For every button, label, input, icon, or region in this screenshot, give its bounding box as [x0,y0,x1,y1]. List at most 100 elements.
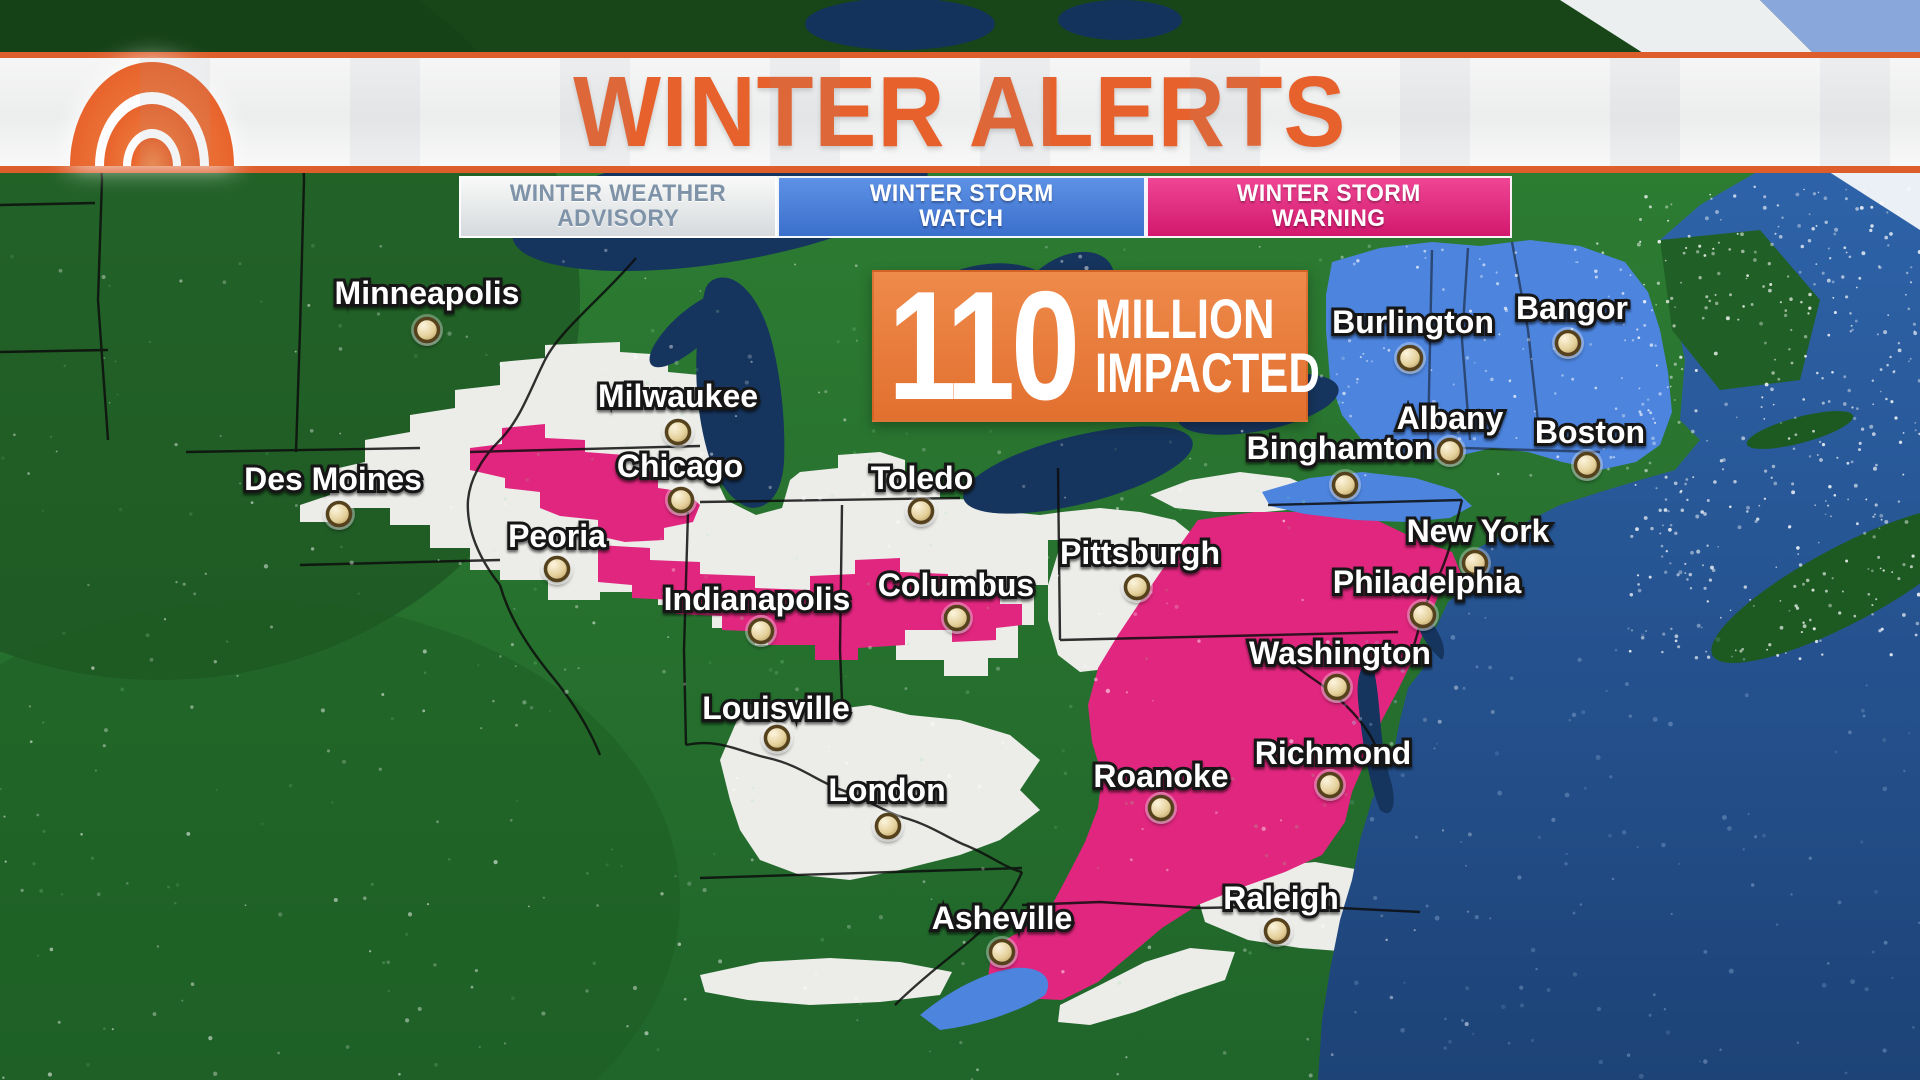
legend-label: ADVISORY [556,205,680,232]
city-label: Raleigh [1223,880,1339,916]
city-dot [1409,601,1437,629]
city-toledo: Toledo [868,457,976,527]
city-dot [325,500,353,528]
advisory-region-kentucky [720,700,1040,880]
chesapeake-bay [1357,661,1394,814]
watch-region-new-england [1326,240,1672,470]
city-pittsburgh: Pittsburgh [1057,532,1223,603]
city-dot [1573,451,1601,479]
city-dot [1323,673,1351,701]
city-dot [943,604,971,632]
city-dot [1147,794,1175,822]
city-dot [907,497,935,525]
city-indianapolis: Indianapolis [661,578,853,647]
advisory-region-nc-mountains [1058,948,1235,1025]
impact-word: MILLION [1095,286,1275,350]
city-label: Minneapolis [335,275,520,311]
city-dot [988,938,1016,966]
city-burlington: Burlington [1329,301,1497,374]
city-label: Washington [1249,635,1431,671]
advisory-region-tennessee [700,958,952,1005]
header-banner: WINTER ALERTS [0,52,1920,173]
city-label: Albany [1397,400,1504,436]
city-dot [1396,344,1424,372]
city-des-moines: Des Moines [241,458,425,530]
legend-warning: WINTER STORM WARNING [1146,176,1512,238]
city-label: Chicago [617,448,743,484]
city-label: Burlington [1332,304,1494,340]
city-bangor: Bangor [1513,287,1631,359]
city-label: London [828,772,945,808]
city-label: Indianapolis [664,581,851,617]
city-label: Boston [1535,414,1645,450]
legend-advisory: WINTER WEATHER ADVISORY [459,176,777,238]
lake-erie [963,426,1193,514]
city-dot [1436,437,1464,465]
legend-label: WARNING [1272,205,1386,232]
city-asheville: Asheville [929,897,1075,968]
city-label: Asheville [932,900,1073,936]
city-label: Pittsburgh [1060,535,1220,571]
city-louisville: Louisville [699,687,853,754]
city-dot [1316,771,1344,799]
city-label: Milwaukee [598,378,758,414]
city-dot [664,418,692,446]
city-milwaukee: Milwaukee [595,375,761,448]
city-roanoke: Roanoke [1090,755,1232,824]
legend-watch: WINTER STORM WATCH [777,176,1146,238]
legend-label: WATCH [919,205,1004,232]
city-label: Richmond [1255,735,1411,771]
alert-legend: WINTER WEATHER ADVISORY WINTER STORM WAT… [459,176,1512,238]
impact-number: 110 [888,259,1080,433]
city-label: Roanoke [1093,758,1228,794]
atlantic-ocean [1318,170,1920,1080]
city-richmond: Richmond [1252,732,1414,801]
city-new-york: New York [1404,510,1553,579]
city-dot [543,555,571,583]
city-dot [763,724,791,752]
new-brunswick [1660,230,1820,390]
city-london: London [825,769,949,842]
city-washington: Washington [1246,632,1434,703]
city-label: Peoria [508,518,606,554]
city-minneapolis: Minneapolis [332,272,522,346]
city-dot [1461,549,1489,577]
page-title: WINTER ALERTS [573,56,1347,168]
city-label: Toledo [871,460,974,496]
green-bay [649,292,731,368]
city-dot [874,812,902,840]
watch-region-binghamton [1262,472,1472,522]
warning-region-chicago [470,424,700,542]
nova-scotia [1711,506,1920,664]
legend-label: WINTER STORM [1237,180,1421,208]
city-label: Des Moines [244,461,422,497]
land-shading [0,600,680,1080]
city-boston: Boston [1532,411,1648,481]
city-philadelphia: Philadelphia [1330,561,1524,631]
watch-regions [920,240,1672,1030]
city-label: Louisville [702,690,850,726]
city-dot [1554,329,1582,357]
city-columbus: Columbus [875,564,1037,634]
city-label: Philadelphia [1333,564,1522,600]
city-markers: Minneapolis Milwaukee Chicago Des Moines Peo… [241,272,1648,968]
watch-region-asheville [920,967,1049,1030]
city-label: Columbus [878,567,1034,603]
city-dot [1331,471,1359,499]
city-albany: Albany [1394,397,1507,467]
warning-region-indiana-ohio [598,545,1022,660]
city-label: Bangor [1516,290,1628,326]
lake-blob [1058,0,1182,40]
city-peoria: Peoria [505,515,609,585]
city-dot [1123,573,1151,601]
city-label: Binghamton [1247,430,1434,466]
impact-word: IMPACTED [1095,341,1320,404]
city-binghamton: Binghamton [1244,427,1436,501]
legend-label: WINTER WEATHER [509,180,727,208]
city-dot [667,486,695,514]
today-show-logo [70,62,234,166]
city-label: New York [1407,513,1550,549]
lake-blob [805,0,995,50]
prince-edward-island [1746,411,1854,449]
